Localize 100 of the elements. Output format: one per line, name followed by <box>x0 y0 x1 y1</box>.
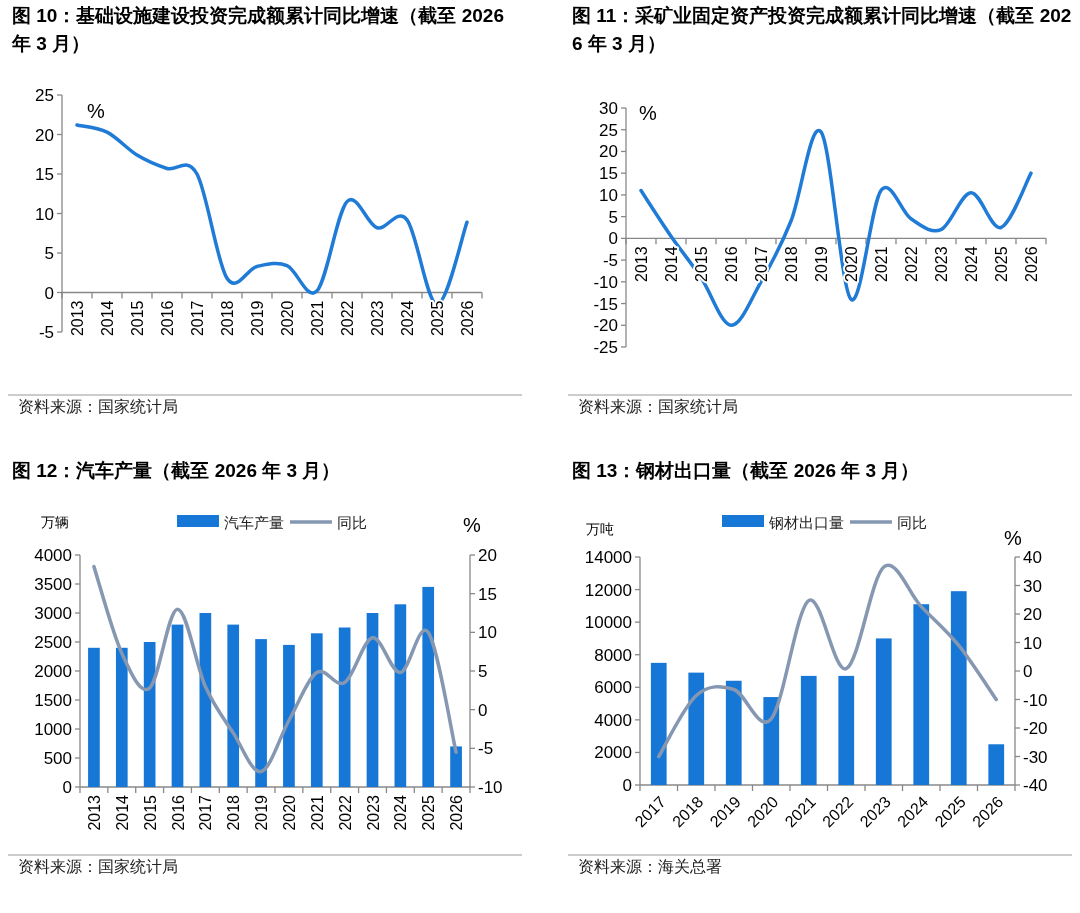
y2-tick-label: 15 <box>478 584 497 604</box>
y-tick-label: -15 <box>593 294 618 314</box>
y2-tick-label: 0 <box>478 700 488 720</box>
y-tick-label: 25 <box>35 86 54 105</box>
x-tick-label: 2020 <box>279 300 296 337</box>
y-tick-label: 20 <box>599 142 618 162</box>
y2-tick-label: -20 <box>1023 719 1048 738</box>
y-tick-label: 10 <box>35 204 54 224</box>
bar <box>255 639 267 787</box>
y-tick-label: 4000 <box>34 546 72 565</box>
x-tick-label: 2018 <box>219 300 236 337</box>
text: 资料来源：海关总署 <box>578 858 722 875</box>
y-tick-label: 30 <box>599 99 618 118</box>
y-tick-label: 14000 <box>584 548 632 567</box>
x-tick-label: 2023 <box>369 300 386 337</box>
x-tick-label: 2015 <box>693 246 710 282</box>
y2-axis-title: % <box>1004 527 1023 549</box>
y-tick-label: 1500 <box>34 691 72 710</box>
y-axis-title: % <box>87 100 106 122</box>
x-tick-label: 2015 <box>141 794 159 831</box>
x-tick-label: 2018 <box>783 246 800 282</box>
x-tick-label: 2022 <box>903 246 920 282</box>
chart-title: 图 11：采矿业固定资产投资完成额累计同比增速（截至 2026 年 3 月） <box>572 5 1072 54</box>
bar <box>366 613 379 787</box>
chart-title: 图 10：基础设施建设投资完成额累计同比增速（截至 2026 年 3 月） <box>11 5 510 54</box>
y-tick-label: 10 <box>599 185 618 205</box>
y-tick-label: 25 <box>599 120 618 140</box>
y-tick-label: 2500 <box>34 633 72 652</box>
y-tick-label: 0 <box>44 283 54 303</box>
bar <box>725 680 742 785</box>
x-tick-label: 2022 <box>336 794 354 831</box>
x-tick-label: 2026 <box>448 794 466 831</box>
x-tick-label: 2024 <box>392 794 410 831</box>
y2-tick-label: 5 <box>478 662 488 681</box>
x-tick-label: 2015 <box>129 300 146 337</box>
y-tick-label: 10000 <box>584 613 632 633</box>
y2-tick-label: 0 <box>1023 662 1033 681</box>
y-tick-label: 2000 <box>34 662 72 681</box>
x-tick-label: 2025 <box>429 300 446 337</box>
y-tick-label: 2000 <box>594 743 632 763</box>
bar <box>838 675 855 785</box>
y-tick-label: 0 <box>608 229 618 249</box>
y-axis-title: % <box>639 102 658 124</box>
x-tick-label: 2017 <box>197 794 215 831</box>
y-tick-label: 20 <box>35 125 54 145</box>
y-tick-label: 6000 <box>594 678 632 698</box>
bar <box>450 746 462 787</box>
y-tick-label: -5 <box>38 323 54 342</box>
x-tick-label: 2023 <box>364 794 382 831</box>
y-axis-title: 万吨 <box>586 521 614 537</box>
bar <box>422 586 435 787</box>
x-tick-label: 2022 <box>339 300 356 337</box>
y-tick-label: 15 <box>35 165 54 184</box>
y2-tick-label: -40 <box>1023 776 1048 795</box>
bar <box>171 624 184 787</box>
x-tick-label: 2016 <box>169 794 187 831</box>
bar <box>338 627 351 787</box>
y2-tick-label: -30 <box>1023 747 1048 767</box>
y-tick-label: 8000 <box>594 645 632 665</box>
y2-tick-label: -10 <box>478 778 503 797</box>
x-tick-label: 2019 <box>253 794 271 831</box>
bar <box>913 604 930 785</box>
legend-label: 钢材出口量 <box>768 514 844 531</box>
x-tick-label: 2016 <box>159 300 176 337</box>
y2-tick-label: 40 <box>1023 548 1042 567</box>
y-tick-label: -25 <box>593 338 618 357</box>
bar <box>763 697 780 785</box>
y2-axis-title: % <box>463 514 482 536</box>
bar <box>227 624 240 787</box>
bar <box>800 675 817 785</box>
x-tick-label: 2016 <box>723 246 740 282</box>
text: 资料来源：国家统计局 <box>578 398 738 415</box>
text: 资料来源：国家统计局 <box>18 398 178 415</box>
line-series <box>92 564 458 774</box>
x-tick-label: 2021 <box>308 794 326 831</box>
y2-tick-label: 30 <box>1023 576 1042 596</box>
x-tick-label: 2020 <box>843 246 860 282</box>
chart-title: 图 13：钢材出口量（截至 2026 年 3 月） <box>572 460 920 481</box>
legend-label: 汽车产量 <box>224 514 284 531</box>
x-tick-label: 2019 <box>813 246 830 282</box>
y-tick-label: 0 <box>62 778 72 797</box>
y2-tick-label: 20 <box>1023 605 1042 624</box>
chart-title: 图 12：汽车产量（截至 2026 年 3 月） <box>12 460 341 481</box>
x-tick-label: 2018 <box>225 794 243 831</box>
bar <box>115 647 128 787</box>
y-tick-label: 5 <box>608 207 618 227</box>
x-tick-label: 2017 <box>753 246 770 282</box>
x-tick-label: 2025 <box>993 246 1010 282</box>
x-tick-label: 2024 <box>963 246 980 282</box>
y2-tick-label: 10 <box>478 623 497 643</box>
x-tick-label: 2013 <box>85 794 103 831</box>
bar <box>688 672 705 785</box>
bar <box>143 642 156 787</box>
y-tick-label: 12000 <box>584 580 632 600</box>
x-tick-label: 2014 <box>113 794 131 831</box>
x-tick-label: 2024 <box>399 300 416 337</box>
text: 资料来源：国家统计局 <box>18 858 178 875</box>
y-tick-label: -20 <box>593 316 618 336</box>
y-tick-label: 5 <box>44 244 54 263</box>
bar <box>988 744 1005 785</box>
